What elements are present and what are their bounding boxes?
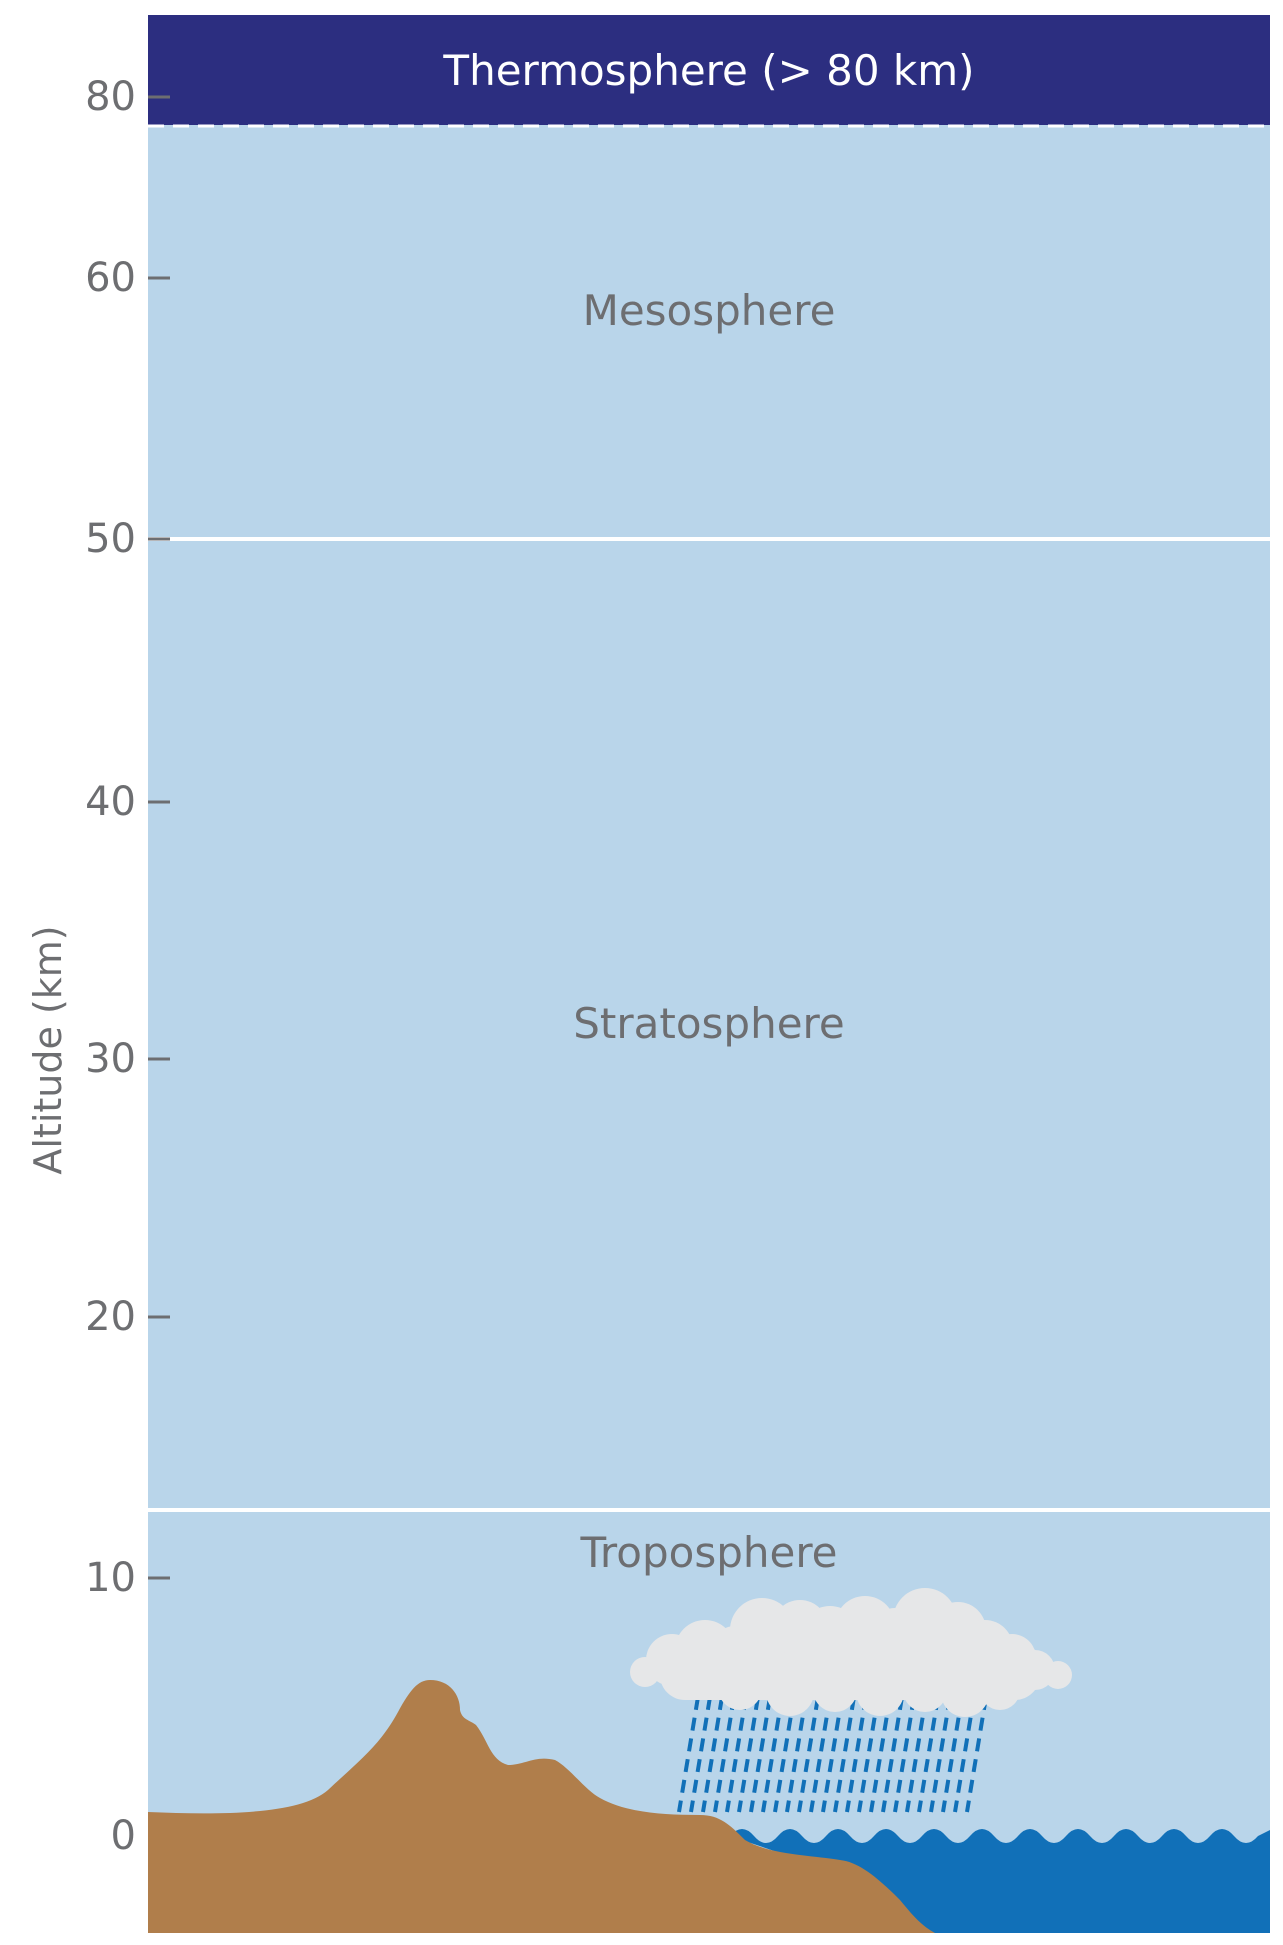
thermosphere-band — [148, 15, 1270, 125]
mesosphere-label: Mesosphere — [582, 286, 836, 335]
troposphere-label: Troposphere — [580, 1528, 838, 1577]
tick-marks — [148, 95, 170, 1580]
tick-label-40: 40 — [85, 779, 136, 825]
sky-background — [148, 15, 1270, 1933]
tick-label-60: 60 — [85, 255, 136, 301]
tick-label-20: 20 — [85, 1294, 136, 1340]
thermosphere-label: Thermosphere (> 80 km) — [443, 46, 975, 95]
rain-cloud — [630, 1588, 1072, 1717]
tick-label-0: 0 — [110, 1813, 136, 1859]
tick-label-50: 50 — [85, 516, 136, 562]
ocean — [730, 1829, 1270, 1933]
tick-label-80: 80 — [85, 74, 136, 120]
stratosphere-label: Stratosphere — [573, 999, 845, 1048]
tick-label-30: 30 — [85, 1036, 136, 1082]
land-mountain — [148, 1680, 935, 1933]
tick-label-10: 10 — [85, 1555, 136, 1601]
